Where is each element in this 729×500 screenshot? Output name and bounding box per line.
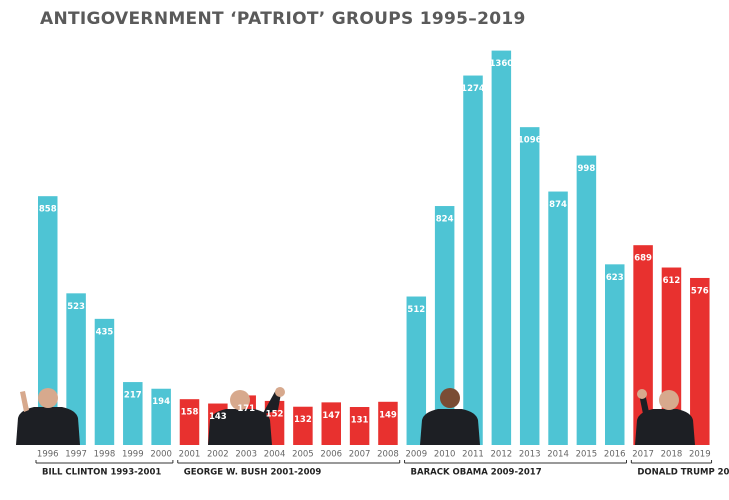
bar	[378, 401, 398, 445]
x-tick-label: 1999	[122, 450, 144, 460]
bar	[349, 407, 370, 445]
value-label: 1360	[490, 59, 514, 69]
value-label: 512	[407, 305, 425, 315]
value-label: 874	[549, 200, 567, 210]
x-tick-label: 2005	[292, 450, 314, 460]
x-tick-label: 2015	[576, 450, 598, 460]
bar	[434, 206, 455, 445]
x-tick-label: 1996	[37, 450, 59, 460]
value-label: 824	[436, 215, 454, 225]
value-label: 143	[209, 412, 227, 422]
x-tick-label: 2016	[604, 450, 626, 460]
x-tick-label: 2011	[462, 450, 484, 460]
x-tick-label: 2007	[349, 450, 371, 460]
value-label: 1096	[518, 136, 542, 146]
bar	[690, 277, 710, 445]
value-label: 523	[67, 302, 85, 312]
bars	[38, 50, 710, 445]
bar	[94, 318, 115, 445]
x-tick-label: 2010	[434, 450, 456, 460]
value-label: 194	[152, 397, 170, 407]
bar	[151, 388, 171, 445]
bar	[605, 264, 625, 445]
x-tick-label: 2004	[264, 450, 286, 460]
value-label: 858	[39, 205, 57, 215]
bar	[123, 382, 143, 445]
president-photos	[16, 387, 695, 445]
president-label: GEORGE W. BUSH 2001-2009	[184, 468, 322, 478]
value-label: 1274	[461, 84, 485, 94]
x-tick-label: 2014	[547, 450, 569, 460]
president-label: BILL CLINTON 1993-2001	[42, 468, 161, 478]
x-tick-label: 2000	[150, 450, 172, 460]
labels: 858 1996 523 1997 435 1998 217 1999 194 2000 158 20…	[35, 59, 729, 478]
bar	[491, 50, 512, 445]
x-tick-label: 2001	[179, 450, 201, 460]
value-label: 612	[663, 276, 681, 286]
president-label: BARACK OBAMA 2009-2017	[411, 468, 542, 478]
x-tick-label: 2017	[632, 450, 654, 460]
photo	[16, 388, 80, 445]
bar	[548, 191, 568, 445]
photo	[635, 389, 695, 445]
chart-title: ANTIGOVERNMENT ‘PATRIOT’ GROUPS 1995–201…	[40, 9, 526, 29]
x-tick-label: 2002	[207, 450, 229, 460]
value-label: 998	[578, 164, 596, 174]
value-label: 623	[606, 273, 624, 283]
x-tick-label: 2008	[377, 450, 399, 460]
x-tick-label: 1998	[94, 450, 116, 460]
value-label: 131	[351, 416, 369, 426]
president-label: DONALD TRUMP 2017-	[637, 468, 729, 478]
x-tick-label: 2012	[491, 450, 513, 460]
bar	[321, 402, 341, 445]
x-tick-label: 2018	[661, 450, 683, 460]
bar	[38, 196, 58, 445]
x-tick-label: 2006	[320, 450, 342, 460]
value-label: 171	[237, 404, 255, 414]
value-label: 435	[96, 327, 114, 337]
bar	[179, 399, 200, 445]
value-label: 689	[634, 254, 652, 264]
value-label: 147	[322, 411, 340, 421]
value-label: 217	[124, 391, 142, 401]
x-tick-label: 2003	[235, 450, 257, 460]
value-label: 576	[691, 286, 709, 296]
x-tick-label: 2019	[689, 450, 711, 460]
value-label: 158	[181, 408, 199, 418]
bar	[406, 296, 427, 445]
value-label: 132	[294, 415, 312, 425]
photo	[208, 387, 285, 445]
value-label: 149	[379, 410, 397, 420]
bar	[293, 406, 313, 445]
photo	[420, 388, 480, 445]
bar	[463, 75, 483, 445]
x-tick-label: 2013	[519, 450, 541, 460]
bar	[519, 127, 540, 445]
x-tick-label: 2009	[405, 450, 427, 460]
bar	[576, 155, 597, 445]
bar	[66, 293, 86, 445]
value-label: 152	[266, 409, 284, 419]
x-tick-label: 1997	[65, 450, 87, 460]
